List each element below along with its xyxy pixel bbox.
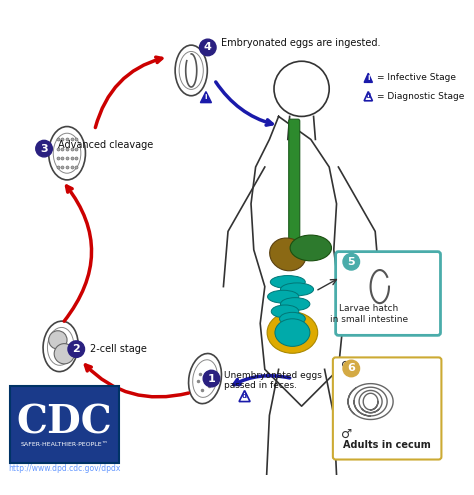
Text: 5: 5: [347, 257, 355, 267]
Text: Advanced cleavage: Advanced cleavage: [58, 140, 153, 150]
Text: 3: 3: [40, 144, 48, 153]
FancyBboxPatch shape: [289, 119, 300, 243]
Text: d: d: [242, 393, 247, 399]
Circle shape: [343, 253, 360, 270]
Text: Adults in cecum: Adults in cecum: [343, 440, 431, 450]
Polygon shape: [201, 92, 211, 102]
Ellipse shape: [281, 297, 310, 310]
Text: 6: 6: [347, 363, 355, 373]
Text: 2-cell stage: 2-cell stage: [90, 344, 147, 354]
Ellipse shape: [290, 235, 331, 261]
Text: ♂: ♂: [341, 428, 352, 442]
Circle shape: [200, 39, 216, 56]
Text: http://www.dpd.cdc.gov/dpdx: http://www.dpd.cdc.gov/dpdx: [8, 464, 120, 473]
Polygon shape: [364, 92, 373, 101]
Ellipse shape: [270, 238, 306, 271]
Text: Embryonated eggs are ingested.: Embryonated eggs are ingested.: [221, 38, 380, 48]
FancyBboxPatch shape: [10, 386, 119, 463]
Ellipse shape: [271, 305, 299, 318]
Circle shape: [68, 341, 84, 357]
Ellipse shape: [267, 312, 318, 353]
Text: = Infective Stage: = Infective Stage: [377, 73, 456, 82]
Circle shape: [49, 331, 67, 349]
Ellipse shape: [280, 312, 305, 325]
Text: Unembryonated eggs
passed in feces.: Unembryonated eggs passed in feces.: [224, 371, 322, 390]
Polygon shape: [364, 73, 373, 82]
Ellipse shape: [275, 319, 310, 346]
Text: 1: 1: [208, 374, 215, 384]
Polygon shape: [239, 391, 250, 401]
FancyBboxPatch shape: [333, 357, 441, 459]
Text: 2: 2: [73, 344, 80, 354]
Circle shape: [203, 370, 220, 387]
Text: i: i: [205, 94, 207, 100]
Text: Larvae hatch
in small intestine: Larvae hatch in small intestine: [330, 304, 408, 324]
FancyBboxPatch shape: [336, 251, 440, 335]
Text: 4: 4: [204, 43, 212, 52]
Ellipse shape: [281, 283, 314, 296]
Ellipse shape: [267, 290, 299, 303]
Text: = Diagnostic Stage: = Diagnostic Stage: [377, 92, 465, 100]
Text: d: d: [366, 93, 371, 99]
Circle shape: [343, 360, 360, 377]
Text: ♀: ♀: [341, 359, 350, 372]
Text: CDC: CDC: [17, 404, 112, 442]
Ellipse shape: [270, 276, 305, 289]
Text: SAFER·HEALTHIER·PEOPLE™: SAFER·HEALTHIER·PEOPLE™: [20, 443, 108, 447]
Circle shape: [54, 344, 74, 364]
Text: i: i: [367, 75, 370, 81]
Circle shape: [36, 141, 52, 157]
